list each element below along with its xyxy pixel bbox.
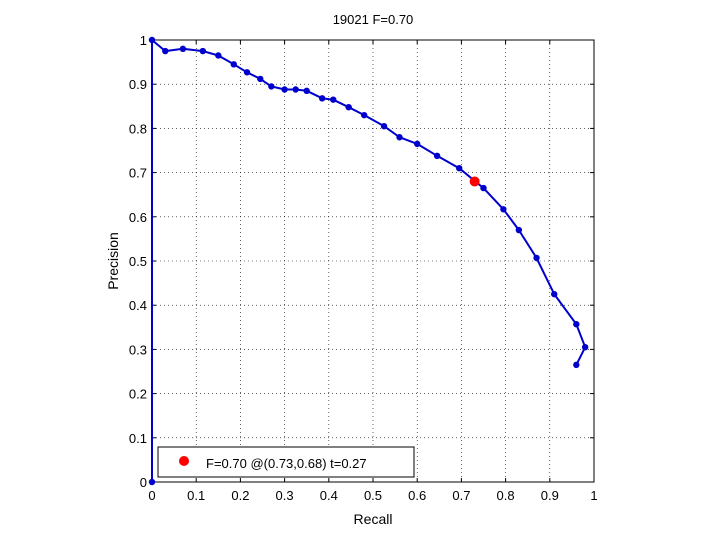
data-point (281, 86, 288, 93)
data-point (148, 36, 156, 44)
data-point (268, 83, 275, 90)
data-point (551, 290, 558, 298)
x-tick-label: 1 (590, 488, 597, 503)
data-point (230, 61, 237, 68)
data-point (455, 164, 463, 172)
data-point (148, 478, 156, 486)
data-point (500, 206, 507, 213)
legend-box (157, 446, 415, 478)
data-point (162, 47, 169, 55)
y-tick-label: 1 (140, 33, 147, 48)
x-tick-label: 0.7 (452, 488, 470, 503)
data-point (380, 122, 388, 130)
grid-lines (152, 40, 594, 482)
y-tick-label: 0.7 (129, 166, 147, 181)
data-point (573, 321, 580, 328)
legend-label: F=0.70 @(0.73,0.68) t=0.27 (206, 456, 367, 471)
y-tick-label: 0.3 (129, 342, 147, 357)
x-tick-label: 0.1 (187, 488, 205, 503)
y-tick-label: 0.1 (129, 431, 147, 446)
data-point (480, 184, 487, 192)
x-tick-label: 0.8 (497, 488, 515, 503)
x-axis-label: Recall (354, 511, 393, 527)
data-point (533, 254, 540, 262)
y-tick-label: 0.8 (129, 121, 147, 136)
data-point (330, 96, 337, 103)
y-tick-label: 0.4 (129, 298, 147, 313)
data-point (345, 103, 352, 111)
x-tick-label: 0.3 (276, 488, 294, 503)
y-tick-label: 0.2 (129, 387, 147, 402)
y-axis-label: Precision (105, 232, 121, 290)
series-layer (148, 36, 589, 486)
best-f-point (469, 176, 480, 187)
data-point (433, 152, 441, 160)
data-point (303, 87, 310, 95)
data-point (215, 52, 222, 59)
x-tick-label: 0 (148, 488, 155, 503)
data-point (360, 111, 368, 119)
x-tick-label: 0.2 (231, 488, 249, 503)
x-tick-label: 0.4 (320, 488, 338, 503)
x-tick-label: 0.5 (364, 488, 382, 503)
data-point (515, 226, 523, 234)
x-tick-label: 0.9 (541, 488, 559, 503)
axis-ticks: 0 0.1 0.2 0.3 0.4 0.5 0.6 0.7 0.8 0.9 1 0 0.1 0.2 0.3 0… (129, 33, 598, 503)
data-point (257, 75, 264, 83)
data-point (243, 69, 251, 76)
data-point (199, 47, 207, 55)
data-point (179, 45, 187, 53)
y-tick-label: 0 (140, 475, 147, 490)
data-point (396, 134, 403, 141)
legend: F=0.70 @(0.73,0.68) t=0.27 (157, 446, 415, 478)
y-tick-label: 0.6 (129, 210, 147, 225)
y-tick-label: 0.5 (129, 254, 147, 269)
data-point (292, 86, 299, 93)
legend-marker-icon (179, 456, 189, 466)
data-point (318, 95, 326, 102)
data-point (573, 361, 580, 369)
data-point (414, 140, 421, 148)
x-tick-label: 0.6 (408, 488, 426, 503)
data-point (581, 343, 589, 351)
chart-title: 19021 F=0.70 (333, 12, 414, 27)
y-tick-label: 0.9 (129, 77, 147, 92)
